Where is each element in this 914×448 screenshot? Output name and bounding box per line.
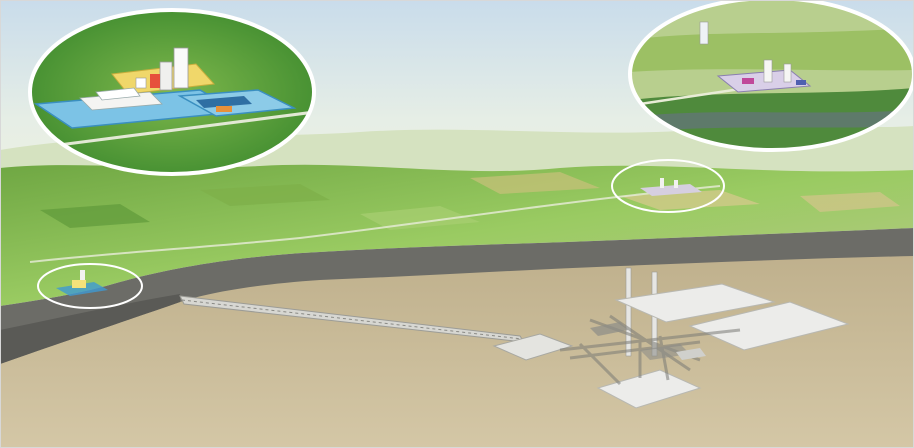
- disposal-panel: [688, 301, 850, 351]
- facility-building: [796, 80, 806, 85]
- field-patch: [40, 204, 150, 228]
- facility-building: [196, 96, 252, 108]
- rock-cross-section: [0, 228, 914, 364]
- inset-left: [28, 8, 316, 176]
- inset-marker-right: [611, 159, 725, 213]
- gallery-network: [559, 314, 741, 386]
- facility-building: [216, 106, 232, 112]
- field-patch: [360, 206, 480, 230]
- field-patch: [470, 172, 600, 194]
- facility-tower: [173, 47, 189, 89]
- surface-site-right: [640, 178, 702, 196]
- surface-road: [29, 185, 721, 263]
- facility-building: [742, 78, 754, 84]
- facility-tower: [783, 63, 792, 83]
- surface-site-left: [56, 270, 108, 296]
- facility-building: [135, 77, 147, 89]
- facility-tower: [159, 61, 173, 91]
- field-patch: [800, 192, 900, 212]
- facility-tower: [699, 21, 709, 45]
- inset-right: [628, 0, 914, 152]
- central-area: [492, 333, 574, 361]
- rock-face-shade: [0, 294, 180, 364]
- facility-building: [95, 87, 141, 101]
- facility-tower: [763, 59, 773, 83]
- field-patch: [200, 184, 330, 206]
- gallery-block: [590, 322, 628, 336]
- repository-panels: [492, 283, 850, 409]
- shaft: [625, 267, 632, 357]
- facility-building: [150, 74, 160, 88]
- gallery-block: [640, 344, 690, 360]
- inset-marker-left: [37, 263, 143, 309]
- gallery-block: [676, 348, 706, 360]
- disposal-panel: [614, 283, 776, 323]
